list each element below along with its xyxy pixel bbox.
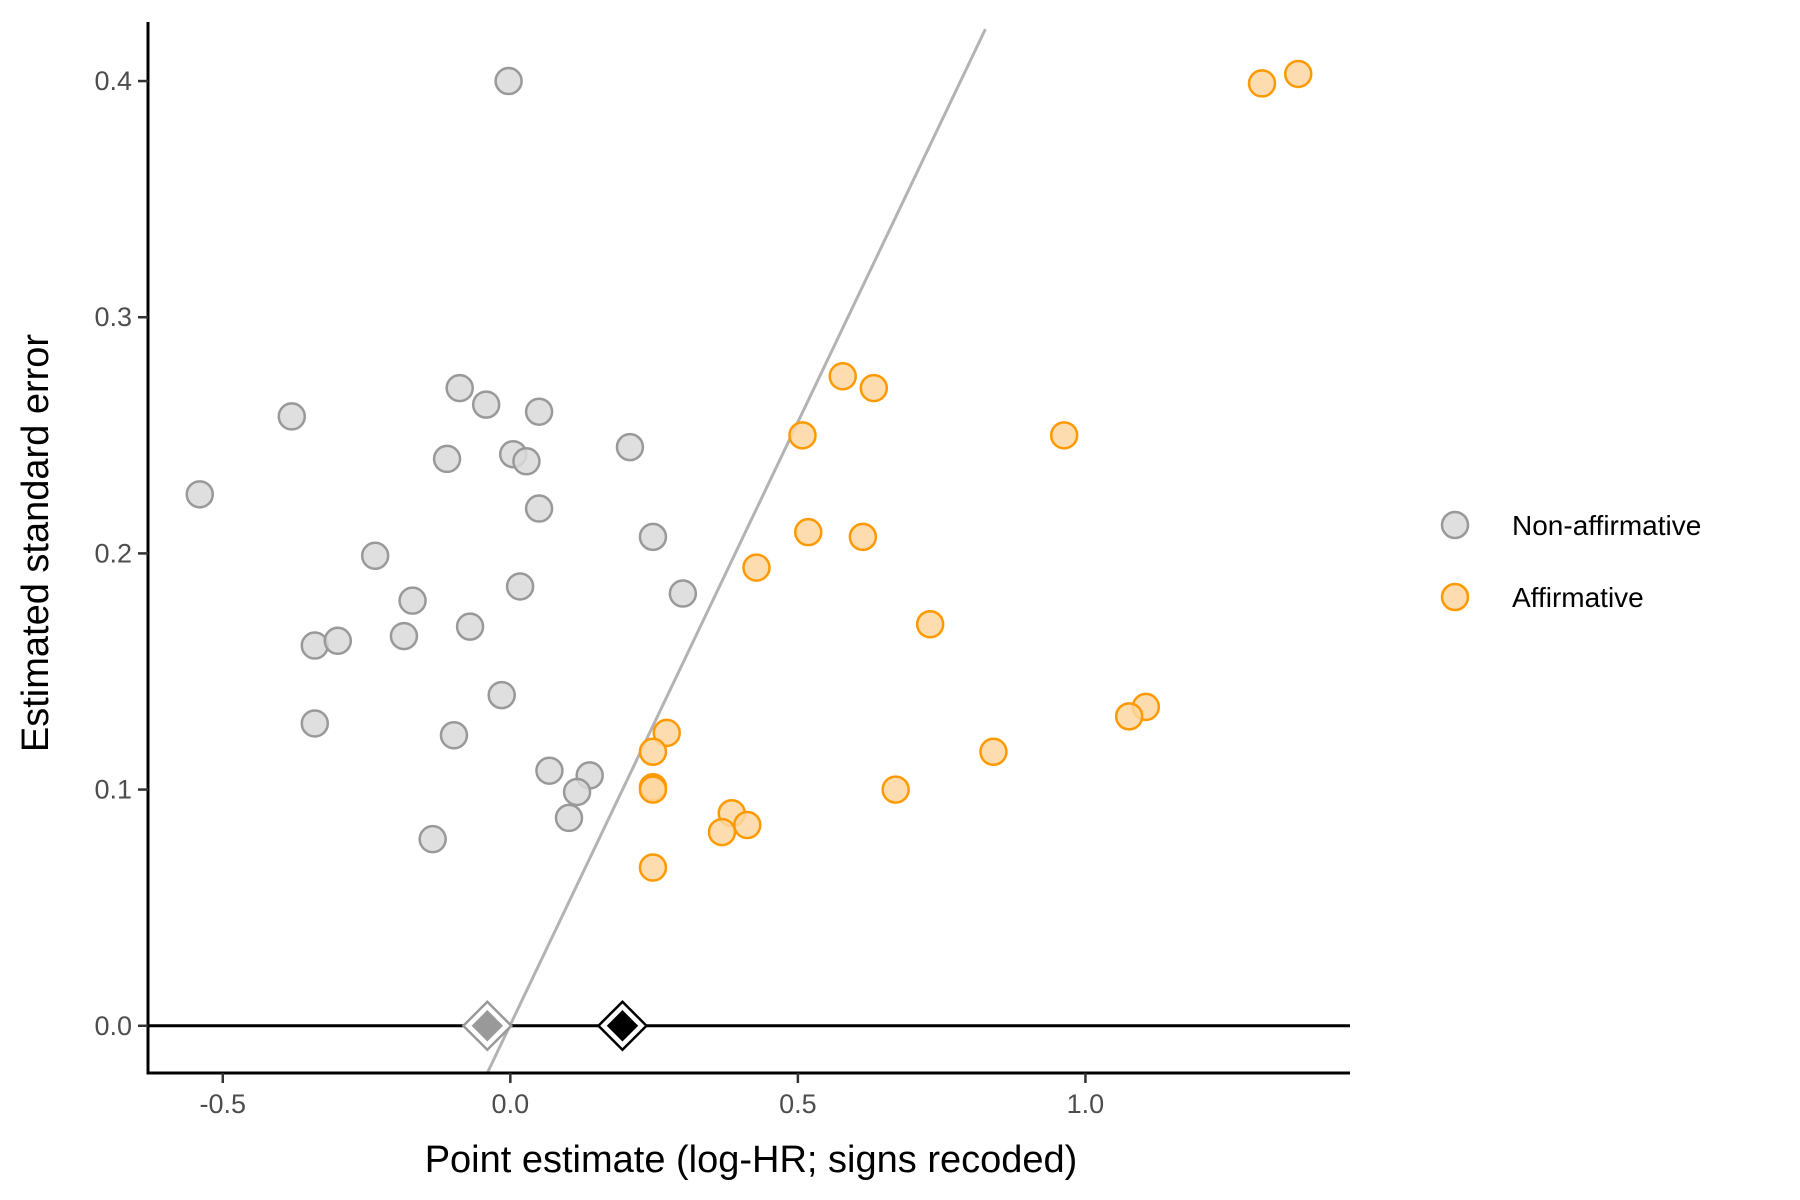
data-point-affirmative — [915, 610, 945, 639]
x-tick-label: 1.0 — [1067, 1089, 1105, 1119]
data-point-affirmative — [733, 810, 762, 840]
data-point-affirmative — [881, 775, 910, 804]
data-point-affirmative — [828, 362, 857, 391]
data-point-non-affirmative — [487, 680, 516, 710]
legend-label-affirmative: Affirmative — [1512, 582, 1644, 613]
data-point-affirmative — [707, 817, 737, 847]
legend-key-non-affirmative — [1440, 510, 1470, 540]
data-point-affirmative — [848, 522, 878, 552]
data-point-non-affirmative — [668, 579, 698, 608]
data-point-affirmative — [979, 737, 1008, 767]
data-point-non-affirmative — [439, 721, 469, 750]
data-point-non-affirmative — [445, 373, 474, 403]
x-tick-label: -0.5 — [199, 1089, 246, 1119]
data-point-affirmative — [652, 718, 682, 748]
data-point-non-affirmative — [494, 66, 523, 96]
data-point-affirmative — [638, 737, 668, 767]
legend: Non-affirmative Affirmative — [1440, 510, 1701, 613]
data-point-non-affirmative — [554, 803, 584, 833]
data-point-non-affirmative — [432, 444, 462, 474]
data-point-non-affirmative — [471, 390, 501, 419]
data-point-non-affirmative — [505, 572, 535, 601]
data-point-affirmative — [638, 853, 668, 882]
data-point-non-affirmative — [389, 621, 419, 651]
data-point-non-affirmative — [277, 402, 307, 431]
data-point-non-affirmative — [524, 397, 554, 426]
data-point-non-affirmative — [512, 447, 541, 476]
y-tick-label: 0.1 — [94, 775, 132, 805]
data-point-affirmative — [788, 421, 817, 450]
data-point-non-affirmative — [535, 756, 564, 785]
data-point-affirmative — [1283, 59, 1313, 89]
data-point-non-affirmative — [455, 612, 485, 641]
y-tick-label: 0.4 — [94, 66, 132, 96]
y-tick-label: 0.0 — [94, 1011, 132, 1041]
data-point-non-affirmative — [323, 626, 353, 656]
data-point-affirmative — [1247, 69, 1277, 98]
x-tick-label: 0.0 — [492, 1089, 530, 1119]
data-point-non-affirmative — [562, 777, 592, 807]
pooled-estimate-marker-2 — [606, 1010, 639, 1042]
data-point-affirmative — [859, 373, 889, 403]
plot-panel: -0.5 0.0 0.5 1.0 0.0 0.1 0.2 0.3 0.4 — [94, 22, 1350, 1119]
y-axis-title: Estimated standard error — [15, 334, 57, 753]
legend-key-affirmative — [1440, 582, 1470, 612]
data-point-affirmative — [638, 775, 668, 804]
data-point-non-affirmative — [615, 432, 645, 462]
y-tick-label: 0.3 — [94, 302, 132, 332]
data-point-affirmative — [1049, 421, 1079, 450]
data-point-non-affirmative — [398, 586, 427, 615]
y-tick-label: 0.2 — [94, 538, 132, 568]
x-tick-label: 0.5 — [779, 1089, 817, 1119]
data-point-non-affirmative — [185, 480, 215, 509]
significance-reference-line — [485, 28, 987, 1073]
pooled-estimate-marker-1 — [471, 1010, 504, 1042]
data-point-non-affirmative — [638, 522, 668, 552]
data-point-non-affirmative — [300, 709, 330, 738]
data-point-affirmative — [793, 517, 823, 547]
legend-label-non-affirmative: Non-affirmative — [1512, 510, 1701, 541]
data-point-non-affirmative — [360, 541, 390, 571]
data-point-affirmative — [1114, 702, 1144, 731]
data-point-non-affirmative — [524, 494, 554, 523]
data-point-affirmative — [742, 553, 771, 582]
data-point-non-affirmative — [300, 631, 330, 660]
x-axis-title: Point estimate (log-HR; signs recoded) — [425, 1139, 1078, 1181]
data-point-non-affirmative — [418, 824, 447, 854]
